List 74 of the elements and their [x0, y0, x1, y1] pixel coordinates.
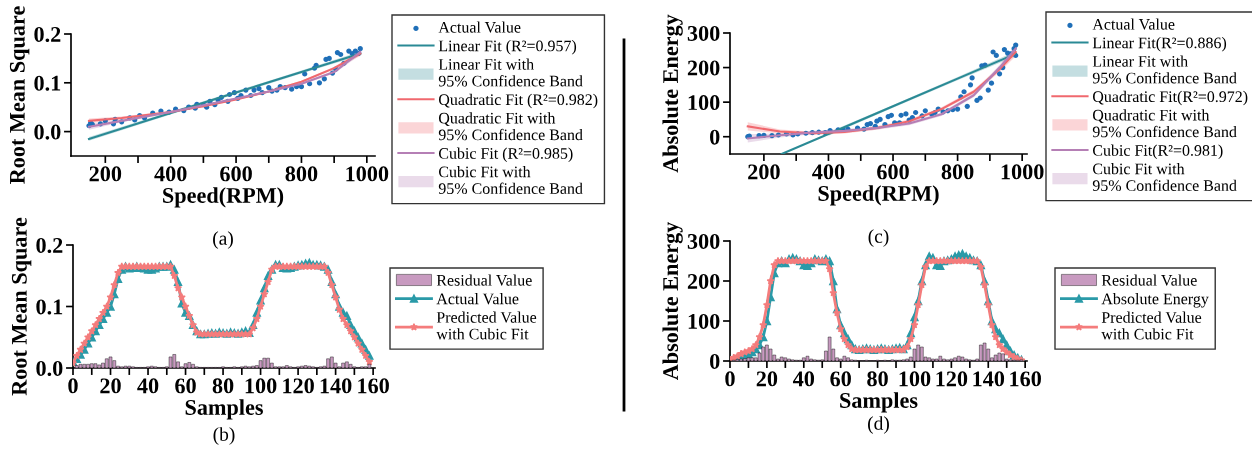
x-tick-label: 20	[756, 371, 778, 387]
x-tick-label: 1000	[346, 166, 389, 182]
x-tick-label: 800	[285, 166, 318, 182]
legend-label: Quadratic Fit (R²=0.982)	[438, 93, 598, 109]
x-tick-label: 140	[973, 371, 1005, 387]
y-tick-label: 0.0	[36, 360, 63, 377]
x-axis-title: Speed(RPM)	[163, 187, 284, 208]
x-tick-label: 80	[212, 378, 234, 394]
y-tick-label: 300	[687, 25, 720, 41]
x-tick-label: 160	[358, 378, 389, 394]
legend-label: Residual Value	[1101, 274, 1197, 286]
x-tick-label: 0	[68, 378, 78, 394]
annotation: (a)	[213, 231, 233, 249]
text: (d)	[868, 416, 889, 434]
x-tick-label: 40	[792, 371, 815, 387]
x-axis-title: Samples	[185, 399, 263, 420]
legend-label: Actual Value	[1092, 18, 1175, 30]
x-tick-label: 0	[725, 371, 735, 387]
y-tick-label: 100	[688, 95, 720, 111]
text: Linear Fit with 95% Confidence Band	[438, 58, 583, 87]
text: Quadratic Fit with 95% Confidence Band	[1092, 109, 1237, 138]
x-tick-label: 200	[748, 164, 780, 180]
x-tick-label: 120	[936, 371, 968, 387]
annotation: (c)	[868, 229, 889, 247]
legend-label: Actual Value	[436, 293, 519, 305]
y-tick-label: 0.1	[36, 299, 63, 315]
text: Cubic Fit with 95% Confidence Band	[1092, 163, 1237, 192]
x-tick-label: 120	[283, 378, 314, 394]
x-tick-label: 60	[175, 378, 196, 394]
x-tick-label: 140	[320, 378, 352, 394]
x-tick-label: 60	[830, 371, 851, 387]
x-axis-title: Speed(RPM)	[818, 185, 939, 206]
text: Linear Fit with 95% Confidence Band	[1092, 55, 1237, 84]
y-tick-label: 0.0	[34, 124, 61, 140]
y-axis-title: Root Mean Square	[9, 6, 30, 184]
text: Quadratic Fit with 95% Confidence Band	[438, 112, 583, 141]
x-tick-label: 600	[877, 164, 909, 180]
y-tick-label: 200	[687, 273, 720, 289]
x-tick-label: 800	[941, 164, 974, 180]
x-tick-label: 200	[89, 166, 122, 182]
x-tick-label: 40	[137, 378, 159, 394]
y-tick-label: 0.2	[34, 26, 61, 43]
x-tick-label: 160	[1010, 371, 1041, 387]
legend-label: Absolute Energy	[1101, 293, 1209, 308]
y-axis-title: Root Mean Square	[11, 217, 32, 396]
legend-label: Linear Fit (R²=0.957)	[438, 40, 577, 55]
x-axis-title: Samples	[840, 392, 918, 413]
x-tick-label: 80	[867, 371, 888, 387]
x-tick-label: 20	[100, 378, 121, 394]
y-tick-label: 300	[687, 233, 720, 249]
legend-label: Quadratic Fit(R²=0.972)	[1092, 90, 1248, 106]
y-tick-label: 100	[688, 313, 720, 329]
legend-label: Predicted Value with Cubic Fit	[436, 311, 537, 340]
legend-label: Linear Fit(R²=0.886)	[1092, 37, 1227, 52]
y-tick-label: 0	[710, 353, 720, 369]
y-tick-label: 0.2	[36, 237, 63, 254]
legend-label: Cubic Fit (R²=0.985)	[438, 147, 573, 163]
y-axis-title: Absolute Energy	[662, 14, 683, 173]
text: (b)	[213, 427, 235, 445]
y-tick-label: 0.1	[34, 75, 61, 91]
legend-label: Cubic Fit(R²=0.981)	[1092, 144, 1223, 160]
y-tick-label: 200	[687, 60, 720, 76]
legend-label: Residual Value	[436, 274, 532, 286]
x-tick-label: 1000	[1001, 164, 1044, 180]
x-tick-label: 400	[154, 166, 187, 182]
x-tick-label: 100	[899, 371, 931, 387]
x-tick-label: 400	[812, 164, 845, 180]
legend-label: Predicted Value with Cubic Fit	[1101, 311, 1202, 340]
y-tick-label: 0	[710, 129, 720, 145]
text: Cubic Fit with 95% Confidence Band	[438, 166, 583, 195]
x-tick-label: 600	[220, 166, 252, 182]
y-axis-title: Absolute Energy	[662, 221, 683, 381]
legend-label: Actual Value	[438, 21, 521, 33]
x-tick-label: 100	[245, 378, 277, 394]
